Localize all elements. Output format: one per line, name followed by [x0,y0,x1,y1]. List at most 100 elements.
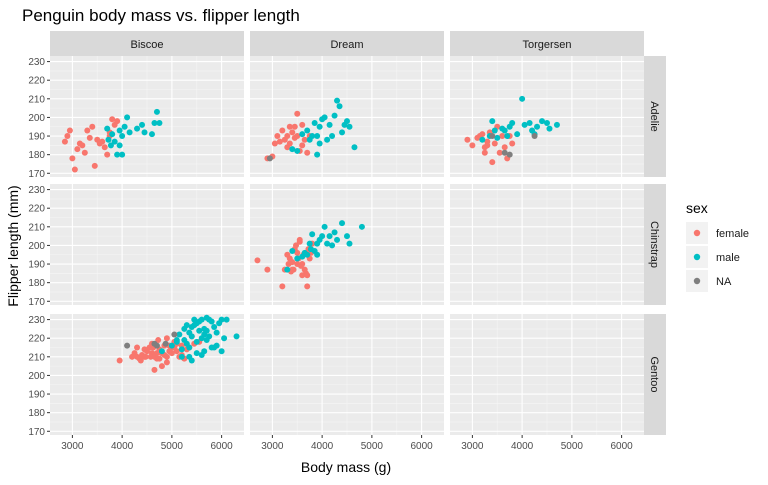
facet-strip-dream [250,31,444,56]
data-point-female [84,127,91,134]
data-point-male [319,233,326,240]
data-point-female [155,337,162,344]
data-point-female [91,162,98,169]
data-point-male [196,318,203,325]
data-point-female [61,138,68,145]
data-point-na [506,151,513,158]
facet-strip-gentoo [644,314,666,435]
data-point-male [203,337,210,344]
data-point-male [501,127,508,134]
data-point-female [294,261,301,268]
data-point-male [509,120,516,127]
data-point-male [178,346,185,353]
data-point-male [211,344,218,351]
data-point-female [464,136,471,143]
data-point-female [496,149,503,156]
data-point-na [531,133,538,140]
chart-title: Penguin body mass vs. flipper length [22,6,300,25]
data-point-male [544,120,550,127]
data-point-female [293,242,300,249]
x-tick-label: 3000 [461,441,484,452]
panel-chinstrap-biscoe [50,184,244,305]
data-point-male [151,120,158,127]
facet-strip-label: Gentoo [648,356,660,392]
data-point-male [553,121,560,128]
legend-key-male [693,253,701,261]
x-tick-label: 5000 [361,441,384,452]
data-point-male [334,236,341,243]
facet-strip-label: Chinstrap [648,221,660,268]
data-point-male [489,118,496,125]
data-point-male [346,240,353,247]
data-point-male [183,322,190,329]
data-point-na [171,331,178,338]
data-point-female [158,363,165,370]
legend-key-female [693,229,701,237]
data-point-female [74,146,81,153]
data-point-male [188,333,195,340]
y-tick-label: 170 [28,297,45,308]
data-point-female [104,151,111,158]
data-point-na [501,149,508,156]
y-tick-label: 210 [28,94,45,105]
x-axis-label: Body mass (g) [301,459,391,475]
panel-gentoo-dream [250,314,444,435]
data-point-male [116,127,123,134]
data-point-female [304,272,311,279]
legend-label: NA [716,276,732,288]
data-point-male [494,134,501,141]
data-point-male [519,95,526,102]
data-point-female [291,123,298,130]
data-point-female [304,283,311,290]
data-point-male [351,144,358,151]
y-tick-label: 220 [28,76,45,87]
data-point-female [163,335,170,342]
data-point-female [163,353,170,360]
data-point-male [491,127,498,134]
y-tick-label: 230 [28,57,45,68]
data-point-male [223,316,230,323]
data-point-female [254,257,261,264]
data-point-male [358,223,365,230]
data-point-male [339,220,346,227]
data-point-female [151,366,158,373]
data-point-male [148,131,155,138]
data-point-male [107,142,114,149]
data-point-female [271,140,278,147]
data-point-male [109,131,116,138]
y-tick-label: 220 [28,204,45,215]
data-point-female [81,149,88,156]
data-point-male [309,231,316,238]
data-point-male [321,114,328,121]
data-point-female [79,142,86,149]
facet-strip-adelie [644,56,666,177]
x-tick-label: 4000 [311,441,334,452]
data-point-male [211,324,218,331]
data-point-male [479,136,486,143]
panel-gentoo-torgersen [450,314,644,435]
data-point-male [105,136,112,143]
panel-adelie-biscoe [50,56,244,177]
data-point-male [191,316,198,323]
data-point-male [193,338,200,345]
x-tick-label: 5000 [161,441,184,452]
y-tick-label: 190 [28,132,45,143]
data-point-female [114,118,121,125]
data-point-female [99,138,106,145]
data-point-male [514,131,521,138]
plot-area: Biscoe Dream Torgersen Adelie Chinstrap Gento… [28,31,666,452]
data-point-female [484,142,491,149]
x-tick-label: 6000 [610,441,633,452]
y-tick-label: 210 [28,222,45,233]
data-point-male [186,344,193,351]
data-point-male [139,121,146,128]
data-point-na [124,342,131,349]
data-point-male [221,335,228,342]
data-point-female [134,344,141,351]
data-point-female [294,133,301,140]
data-point-male [193,350,200,357]
panel-chinstrap-torgersen [450,184,644,305]
data-point-female [264,266,271,273]
data-point-male [186,353,193,360]
x-tick-label: 4000 [511,441,534,452]
